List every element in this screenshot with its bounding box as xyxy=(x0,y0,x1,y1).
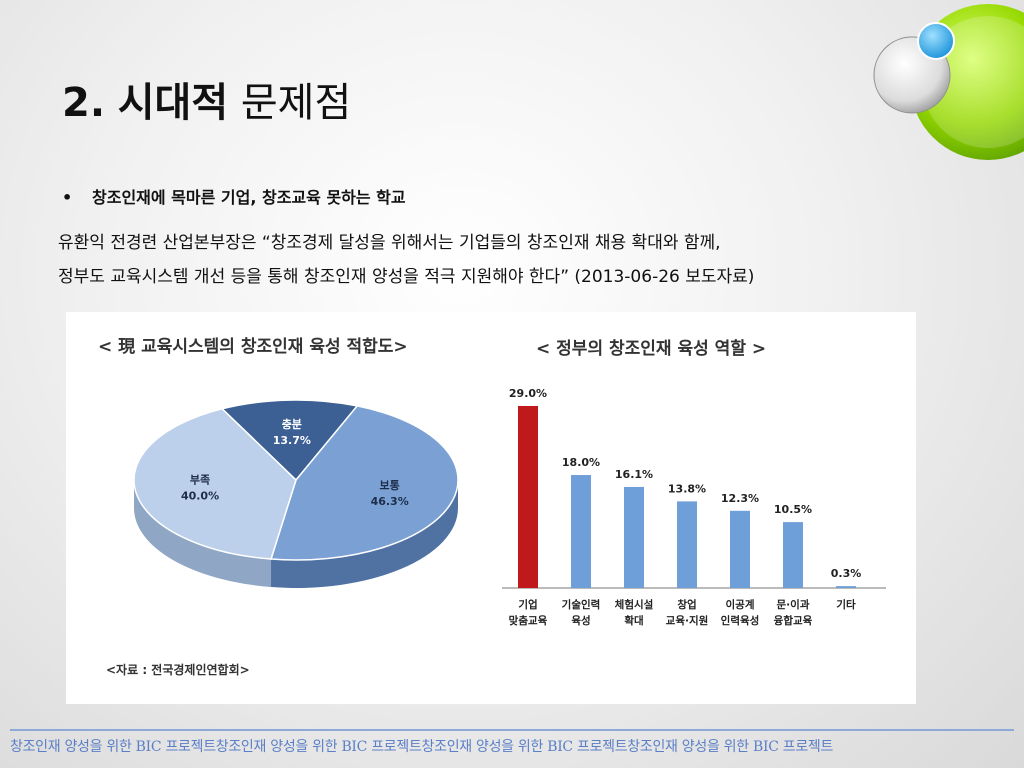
title-number: 2. xyxy=(62,80,106,126)
chart-source: <자료 : 전국경제인연합회> xyxy=(106,662,250,677)
pie-slice-보통 xyxy=(270,405,459,561)
bar-6 xyxy=(836,586,856,588)
pie-label-충분: 충분 xyxy=(282,417,302,431)
bar-value-1: 18.0% xyxy=(562,456,600,469)
pie-label-보통: 보통 xyxy=(380,479,400,492)
bar-value-5: 10.5% xyxy=(774,503,812,516)
bullet-text: 창조인재에 목마른 기업, 창조교육 못하는 학교 xyxy=(92,188,406,207)
bar-category-line1-2: 체험시설 xyxy=(615,598,654,611)
bar-category-line1-5: 문·이과 xyxy=(777,598,810,611)
bar-value-6: 0.3% xyxy=(831,567,862,580)
chart-figure: < 現 교육시스템의 창조인재 육성 적합도> < 정부의 창조인재 육성 역할 … xyxy=(66,312,916,704)
bar-3 xyxy=(677,501,697,588)
bar-2 xyxy=(624,486,644,588)
bar-category-line2-1: 육성 xyxy=(571,614,590,627)
bar-category-line1-4: 이공계 xyxy=(726,598,755,611)
bar-0 xyxy=(518,406,538,588)
bar-category-line2-5: 융합교육 xyxy=(774,614,813,627)
bar-value-4: 12.3% xyxy=(721,492,759,505)
pie-label-부족: 부족 xyxy=(190,474,210,487)
bar-5 xyxy=(783,522,803,588)
pie-side-보통-0 xyxy=(271,480,458,588)
bar-category-line1-3: 창업 xyxy=(677,598,696,611)
bullet-point: • 창조인재에 목마른 기업, 창조교육 못하는 학교 xyxy=(62,184,406,208)
footer-banner: 창조인재 양성을 위한 BIC 프로젝트창조인재 양성을 위한 BIC 프로젝트… xyxy=(10,739,834,755)
footer-divider xyxy=(10,729,1014,731)
blue-orb xyxy=(917,22,955,60)
bar-category-line2-0: 맞춤교육 xyxy=(509,614,548,627)
bar-value-2: 16.1% xyxy=(615,468,653,481)
bar-category-line1-0: 기업 xyxy=(518,598,537,611)
pie-side-부족-0 xyxy=(134,480,272,588)
bar-category-line1-1: 기술인력 xyxy=(562,598,601,611)
bar-category-line2-2: 확대 xyxy=(624,614,643,627)
decorative-orbs xyxy=(873,4,1024,160)
pie-value-부족: 40.0% xyxy=(181,490,219,503)
bullet-marker: • xyxy=(62,188,73,207)
pie-value-보통: 46.3% xyxy=(371,495,409,508)
chart-canvas: < 現 교육시스템의 창조인재 육성 적합도> < 정부의 창조인재 육성 역할 … xyxy=(98,336,886,677)
slide-title: 2. 시대적 문제점 xyxy=(62,70,351,128)
pie-slice-부족 xyxy=(133,407,297,560)
bar-value-0: 29.0% xyxy=(509,387,547,400)
quote-block: 유환익 전경련 산업본부장은 “창조경제 달성을 위해서는 기업들의 창조인재 … xyxy=(58,226,998,294)
bar-category-line2-4: 인력육성 xyxy=(721,614,760,627)
pie-value-충분: 13.7% xyxy=(273,434,311,447)
bar-category-line1-6: 기타 xyxy=(836,598,856,611)
bar-value-3: 13.8% xyxy=(668,482,706,495)
bar-chart-title: < 정부의 창조인재 육성 역할 > xyxy=(536,339,766,359)
quote-line-2: 정부도 교육시스템 개선 등을 통해 창조인재 양성을 적극 지원해야 한다” … xyxy=(58,267,755,287)
pie-chart-title: < 現 교육시스템의 창조인재 육성 적합도> xyxy=(98,336,408,357)
title-rest: 문제점 xyxy=(240,80,352,126)
pie-slice-충분 xyxy=(220,399,359,482)
bar-1 xyxy=(571,475,591,588)
quote-line-1: 유환익 전경련 산업본부장은 “창조경제 달성을 위해서는 기업들의 창조인재 … xyxy=(58,233,721,253)
bar-4 xyxy=(730,510,750,588)
bar-category-line2-3: 교육·지원 xyxy=(666,614,709,627)
title-bold: 시대적 xyxy=(117,80,229,126)
